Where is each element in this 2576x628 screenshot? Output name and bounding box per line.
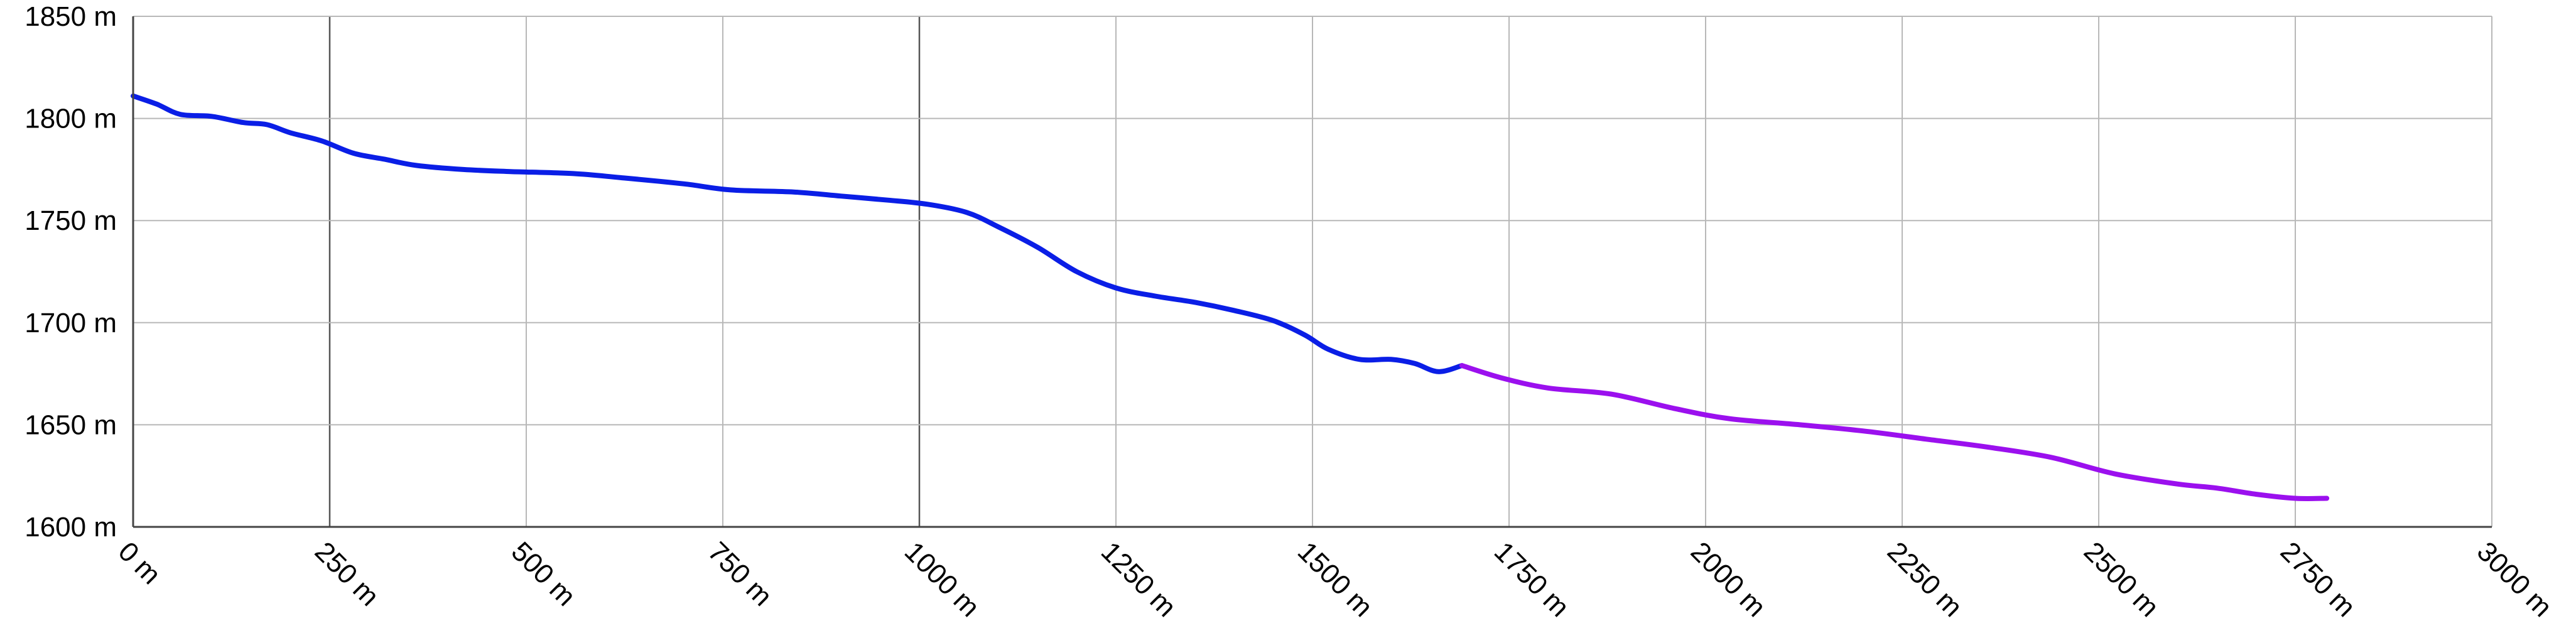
y-tick-label: 1650 m <box>24 409 117 440</box>
series-line-1 <box>131 93 1464 374</box>
series-line-2 <box>1459 363 2330 501</box>
y-tick-label: 1700 m <box>24 308 117 338</box>
y-tick-label: 1600 m <box>24 512 117 543</box>
y-tick-label: 1800 m <box>24 104 117 134</box>
series-lines <box>131 93 2330 501</box>
y-tick-label: 1750 m <box>24 205 117 236</box>
y-tick-label: 1850 m <box>24 1 117 32</box>
axes <box>132 16 2492 528</box>
